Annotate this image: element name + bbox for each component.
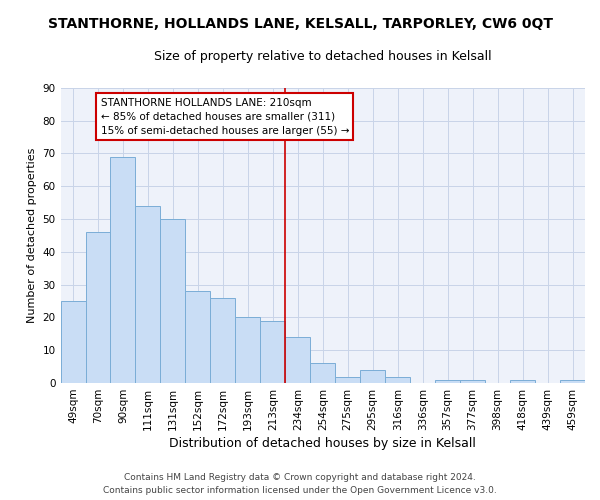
- Bar: [110, 156, 136, 383]
- Bar: [160, 219, 185, 383]
- Bar: [136, 206, 160, 383]
- Y-axis label: Number of detached properties: Number of detached properties: [27, 148, 37, 323]
- Bar: [211, 298, 235, 383]
- X-axis label: Distribution of detached houses by size in Kelsall: Distribution of detached houses by size …: [169, 437, 476, 450]
- Bar: [510, 380, 535, 383]
- Bar: [235, 318, 260, 383]
- Bar: [460, 380, 485, 383]
- Text: STANTHORNE HOLLANDS LANE: 210sqm
← 85% of detached houses are smaller (311)
15% : STANTHORNE HOLLANDS LANE: 210sqm ← 85% o…: [101, 98, 349, 136]
- Bar: [385, 376, 410, 383]
- Bar: [61, 301, 86, 383]
- Bar: [185, 291, 211, 383]
- Bar: [86, 232, 110, 383]
- Bar: [260, 320, 286, 383]
- Bar: [310, 364, 335, 383]
- Title: Size of property relative to detached houses in Kelsall: Size of property relative to detached ho…: [154, 50, 491, 63]
- Bar: [286, 337, 310, 383]
- Bar: [335, 376, 360, 383]
- Bar: [360, 370, 385, 383]
- Bar: [435, 380, 460, 383]
- Text: Contains HM Land Registry data © Crown copyright and database right 2024.
Contai: Contains HM Land Registry data © Crown c…: [103, 474, 497, 495]
- Text: STANTHORNE, HOLLANDS LANE, KELSALL, TARPORLEY, CW6 0QT: STANTHORNE, HOLLANDS LANE, KELSALL, TARP…: [47, 18, 553, 32]
- Bar: [560, 380, 585, 383]
